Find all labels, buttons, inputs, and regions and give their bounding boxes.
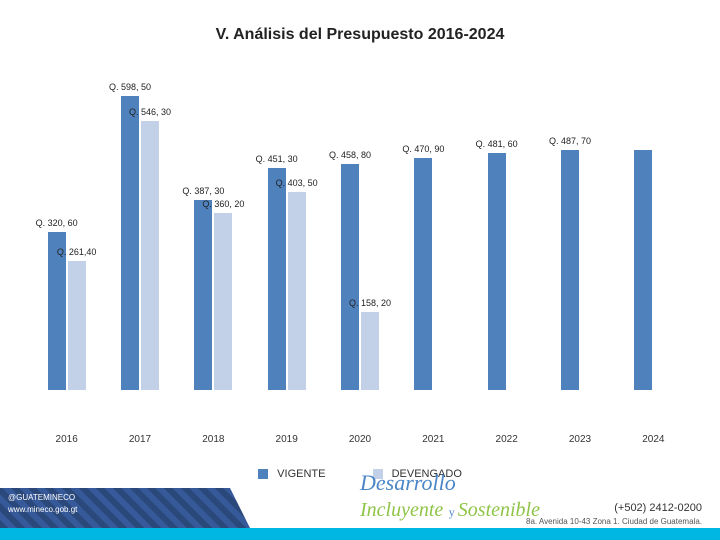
- x-axis-year: 2024: [642, 434, 664, 445]
- x-axis-year: 2019: [276, 434, 298, 445]
- bar-devengado: [68, 261, 86, 390]
- bar-label-devengado: Q. 403, 50: [276, 178, 318, 188]
- x-axis-year: 2023: [569, 434, 591, 445]
- bar-vigente: [488, 153, 506, 390]
- footer-strip: [0, 528, 720, 540]
- bar-devengado: [141, 121, 159, 390]
- footer-address: 8a. Avenida 10-43 Zona 1. Ciudad de Guat…: [526, 517, 702, 526]
- footer-left-text: @GUATEMINECO www.mineco.gob.gt: [0, 488, 250, 528]
- bar-label-devengado: Q. 546, 30: [129, 107, 171, 117]
- bar-label-devengado: Q. 261,40: [57, 247, 97, 257]
- bar-label-vigente: Q. 470, 90: [402, 144, 444, 154]
- brand-script1: Incluyente: [360, 499, 443, 521]
- x-axis-year: 2018: [202, 434, 224, 445]
- bar-label-vigente: Q. 481, 60: [476, 139, 518, 149]
- x-axis-year: 2022: [496, 434, 518, 445]
- bar-vigente: [634, 150, 652, 390]
- brand-join: y: [449, 505, 458, 519]
- x-axis-year: 2017: [129, 434, 151, 445]
- footer: @GUATEMINECO www.mineco.gob.gt Desarroll…: [0, 476, 720, 540]
- bar-vigente: [121, 96, 139, 390]
- bar-label-vigente: Q. 451, 30: [256, 154, 298, 164]
- brand-main: Desarrollo: [360, 470, 456, 495]
- bar-label-vigente: Q. 598, 50: [109, 82, 151, 92]
- bar-label-vigente: Q. 487, 70: [549, 136, 591, 146]
- x-axis-labels: 2016 2017 2018 2019 2020 2021 2022 2023 2024: [30, 434, 690, 454]
- bar-label-vigente: Q. 320, 60: [36, 218, 78, 228]
- bar-label-vigente: Q. 458, 80: [329, 150, 371, 160]
- bar-devengado: [361, 312, 379, 390]
- bar-label-devengado: Q. 360, 20: [202, 199, 244, 209]
- footer-brand: Desarrollo Incluyente y Sostenible: [360, 470, 540, 522]
- x-axis-year: 2021: [422, 434, 444, 445]
- bar-label-devengado: Q. 158, 20: [349, 298, 391, 308]
- bar-devengado: [214, 213, 232, 390]
- footer-site: www.mineco.gob.gt: [8, 504, 242, 516]
- page-title: V. Análisis del Presupuesto 2016-2024: [0, 0, 720, 44]
- bar-vigente: [268, 168, 286, 390]
- bar-label-vigente: Q. 387, 30: [182, 186, 224, 196]
- footer-phone: (+502) 2412-0200: [614, 502, 702, 514]
- bar-vigente: [561, 150, 579, 390]
- bar-devengado: [288, 192, 306, 390]
- chart-plot-area: Q. 320, 60Q. 261,40Q. 598, 50Q. 546, 30Q…: [30, 90, 690, 390]
- x-axis-year: 2016: [56, 434, 78, 445]
- bar-vigente: [414, 158, 432, 390]
- budget-chart: Q. 320, 60Q. 261,40Q. 598, 50Q. 546, 30Q…: [30, 90, 690, 430]
- page: V. Análisis del Presupuesto 2016-2024 Q.…: [0, 0, 720, 540]
- x-axis-year: 2020: [349, 434, 371, 445]
- bar-vigente: [341, 164, 359, 390]
- bar-vigente: [194, 200, 212, 390]
- footer-handle: @GUATEMINECO: [8, 492, 242, 504]
